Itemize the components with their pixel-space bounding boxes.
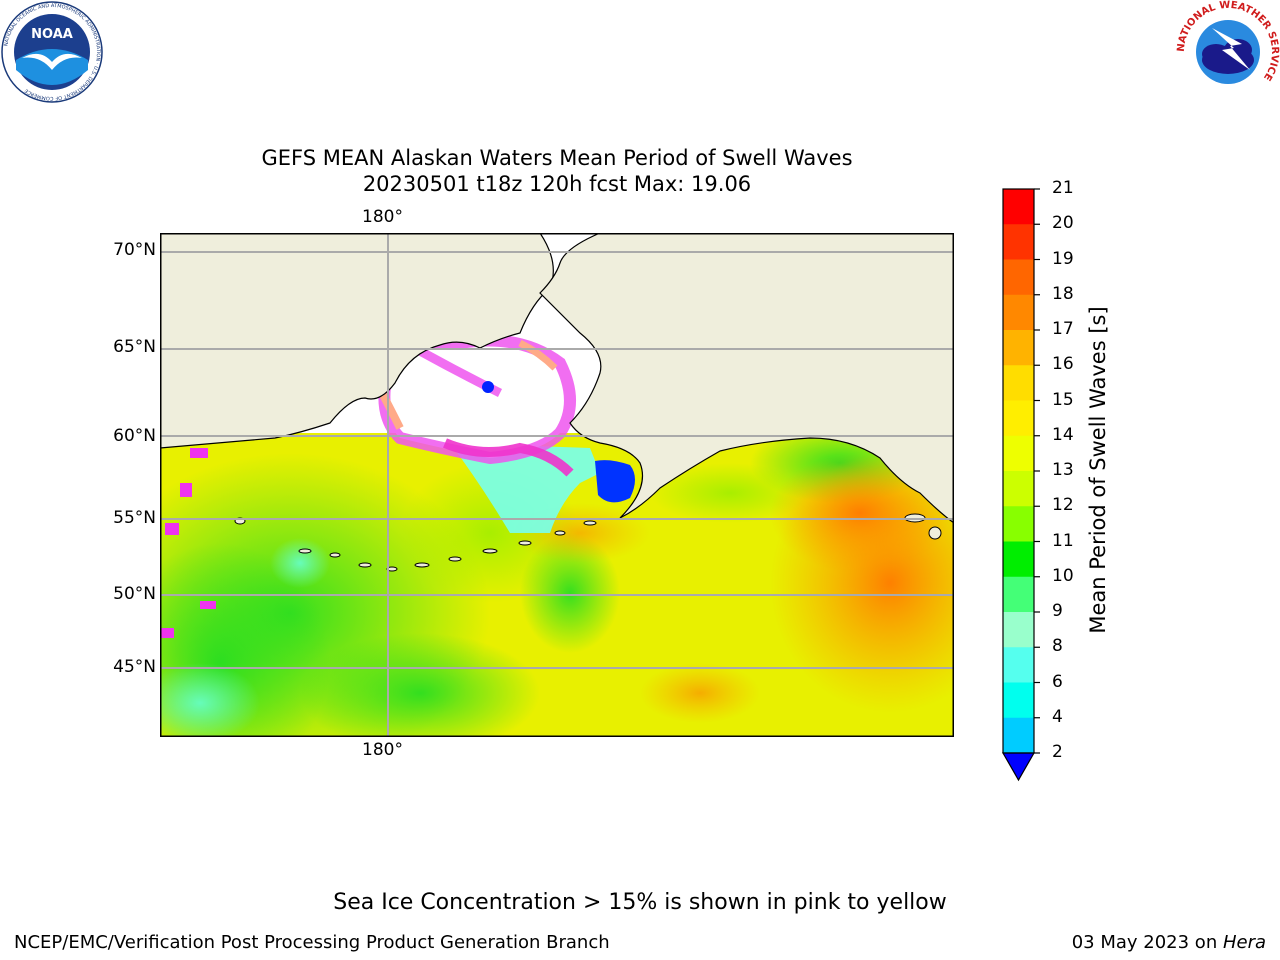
colorbar xyxy=(1001,188,1040,782)
colorbar-band xyxy=(1003,647,1034,683)
noaa-logo-text: NOAA xyxy=(31,27,73,42)
footer-date: 03 May 2023 on Hera xyxy=(1072,932,1266,953)
colorbar-tick-label: 11 xyxy=(1052,530,1074,551)
colorbar-band xyxy=(1003,294,1034,331)
lat-label: 60°N xyxy=(113,426,156,446)
lon-label-bottom: 180° xyxy=(362,740,403,760)
colorbar-band xyxy=(1003,189,1034,225)
colorbar-tick-label: 6 xyxy=(1052,671,1063,692)
colorbar-tick-label: 13 xyxy=(1052,460,1074,480)
noaa-logo: NATIONAL OCEANIC AND ATMOSPHERIC ADMINIS… xyxy=(1,1,103,103)
colorbar-tick-label: 9 xyxy=(1052,601,1063,621)
lon-label-top: 180° xyxy=(362,207,403,227)
nws-logo: NATIONAL WEATHER SERVICE xyxy=(1176,0,1280,102)
lat-label: 55°N xyxy=(113,508,156,528)
lat-label: 45°N xyxy=(113,657,156,677)
lat-label: 50°N xyxy=(113,584,156,604)
colorbar-tick-label: 21 xyxy=(1052,178,1074,198)
land-alaska xyxy=(539,233,954,524)
colorbar-tick-label: 14 xyxy=(1052,424,1074,445)
colorbar-tick-label: 4 xyxy=(1052,706,1063,727)
footer-host: Hera xyxy=(1222,932,1266,953)
colorbar-band xyxy=(1003,435,1034,472)
footer-date-text: 03 May 2023 on xyxy=(1071,932,1223,953)
colorbar-band xyxy=(1003,259,1034,296)
colorbar-tick-label: 16 xyxy=(1052,354,1074,375)
sea-ice-caption: Sea Ice Concentration > 15% is shown in … xyxy=(333,890,947,915)
colorbar-band xyxy=(1003,717,1034,754)
colorbar-band xyxy=(1003,224,1034,260)
colorbar-band xyxy=(1003,471,1034,507)
colorbar-band xyxy=(1003,682,1034,719)
colorbar-label: Mean Period of Swell Waves [s] xyxy=(1086,306,1110,634)
map-subtitle: 20230501 t18z 120h fcst Max: 19.06 xyxy=(362,172,752,196)
colorbar-tick-label: 20 xyxy=(1052,213,1074,234)
colorbar-tick-label: 15 xyxy=(1052,389,1074,410)
colorbar-band xyxy=(1003,541,1034,578)
colorbar-band xyxy=(1003,365,1034,401)
colorbar-tick-label: 12 xyxy=(1052,495,1074,516)
lat-label: 65°N xyxy=(113,337,156,357)
colorbar-tick-label: 10 xyxy=(1052,565,1074,586)
map-title: GEFS MEAN Alaskan Waters Mean Period of … xyxy=(261,146,853,170)
footer-credit: NCEP/EMC/Verification Post Processing Pr… xyxy=(14,932,610,953)
colorbar-band xyxy=(1003,612,1034,648)
colorbar-band xyxy=(1003,330,1034,366)
map-frame xyxy=(160,233,954,737)
colorbar-tick-label: 8 xyxy=(1052,636,1063,657)
colorbar-tick-label: 19 xyxy=(1052,248,1074,269)
colorbar-tick-label: 17 xyxy=(1052,319,1074,339)
colorbar-band xyxy=(1003,506,1034,542)
lat-label: 70°N xyxy=(113,240,156,260)
colorbar-band xyxy=(1003,576,1034,613)
colorbar-tick-label: 18 xyxy=(1052,283,1074,304)
colorbar-tick-label: 2 xyxy=(1052,742,1063,762)
colorbar-band xyxy=(1003,400,1034,437)
graticule xyxy=(160,233,954,737)
